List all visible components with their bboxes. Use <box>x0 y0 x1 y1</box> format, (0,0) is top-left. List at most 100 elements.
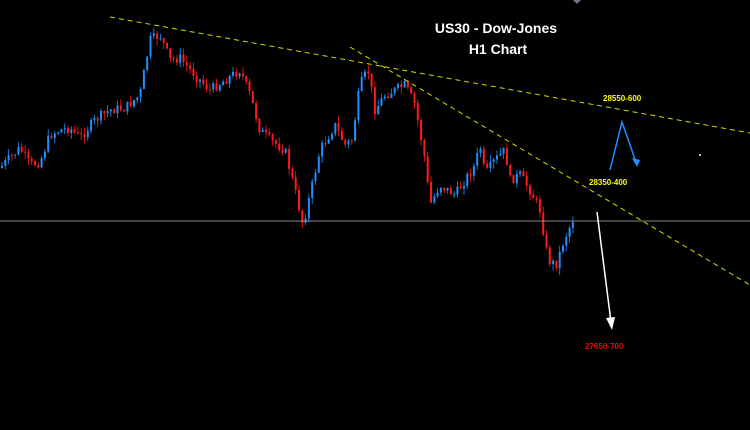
candle-body <box>522 171 525 177</box>
candle-body <box>119 105 122 111</box>
candle-body <box>301 210 304 223</box>
candle-body <box>50 135 53 139</box>
candle-body <box>367 71 370 74</box>
candle-body <box>294 177 297 190</box>
candle-body <box>265 129 267 133</box>
candle-body <box>403 81 406 88</box>
candle-body <box>126 101 129 112</box>
candle-body <box>123 110 126 112</box>
candle-body <box>443 187 446 191</box>
candle-body <box>156 33 159 39</box>
candle-body <box>159 38 162 40</box>
candle-body <box>568 227 571 237</box>
lower-trendline <box>349 46 750 286</box>
candle-body <box>90 119 93 132</box>
candle-body <box>225 81 228 84</box>
candle-body <box>228 75 231 84</box>
candlestick-series <box>1 27 574 276</box>
candle-body <box>502 147 505 154</box>
candle-body <box>486 163 489 168</box>
candle-body <box>476 152 479 166</box>
candle-body <box>34 161 36 166</box>
candle-body <box>515 173 518 184</box>
candle-body <box>76 132 79 134</box>
candle-body <box>459 186 462 189</box>
candle-body <box>86 131 89 138</box>
candle-body <box>222 81 225 86</box>
candle-body <box>314 172 317 182</box>
candle-body <box>505 147 508 166</box>
chart-title: US30 - Dow-Jones <box>435 20 557 36</box>
candle-body <box>63 128 66 130</box>
candle-body <box>446 187 449 191</box>
marker-dot <box>699 154 701 156</box>
candle-body <box>37 165 40 168</box>
candle-body <box>324 142 327 144</box>
candle-body <box>509 165 512 176</box>
candle-body <box>152 33 155 36</box>
candle-body <box>255 103 258 119</box>
candle-body <box>496 155 498 160</box>
candle-body <box>10 155 13 157</box>
candle-body <box>364 71 366 77</box>
support-label: 28350-400 <box>589 178 628 187</box>
candle-body <box>215 83 218 91</box>
candle-body <box>24 151 27 153</box>
candle-body <box>327 139 330 144</box>
candle-body <box>136 97 139 101</box>
candle-body <box>360 76 363 92</box>
candle-body <box>390 93 393 98</box>
candle-body <box>189 65 192 69</box>
candle-body <box>192 68 195 77</box>
candle-body <box>208 89 211 91</box>
candle-body <box>96 117 99 121</box>
candle-body <box>453 194 456 196</box>
candle-body <box>251 91 254 104</box>
candle-body <box>489 161 492 168</box>
candle-body <box>397 84 399 88</box>
candle-body <box>463 186 465 189</box>
candle-body <box>357 91 360 121</box>
candle-body <box>479 148 482 153</box>
candle-body <box>109 109 112 112</box>
candle-body <box>525 176 528 186</box>
candle-body <box>103 111 106 114</box>
candle-body <box>380 98 383 106</box>
candle-body <box>133 100 135 107</box>
candle-body <box>175 58 178 63</box>
candle-body <box>278 143 281 151</box>
projected-up-arrowhead <box>632 158 640 167</box>
candle-body <box>268 132 271 135</box>
candle-body <box>552 260 555 265</box>
candle-body <box>93 117 96 120</box>
candle-body <box>529 185 531 195</box>
candle-body <box>387 96 390 98</box>
candle-body <box>565 236 568 246</box>
candle-body <box>195 76 198 82</box>
candle-body <box>261 129 264 132</box>
candle-body <box>30 158 33 162</box>
candle-body <box>512 175 515 184</box>
candle-body <box>146 56 149 70</box>
candle-body <box>545 234 548 248</box>
candle-body <box>162 38 165 43</box>
candle-body <box>47 135 50 152</box>
top-edge-marker <box>573 0 581 4</box>
candle-body <box>60 129 63 133</box>
candle-body <box>284 149 287 153</box>
candle-body <box>538 199 541 213</box>
candle-body <box>410 87 413 94</box>
candle-body <box>373 87 376 115</box>
candle-body <box>83 134 86 138</box>
candle-body <box>317 156 320 173</box>
candle-body <box>1 165 3 168</box>
candle-body <box>466 173 469 187</box>
candle-body <box>321 142 324 157</box>
candle-body <box>116 105 119 114</box>
candle-body <box>166 42 168 49</box>
candle-body <box>354 120 357 141</box>
projected-down-arrow <box>596 211 612 323</box>
candle-body <box>562 245 564 252</box>
candle-body <box>248 81 251 92</box>
